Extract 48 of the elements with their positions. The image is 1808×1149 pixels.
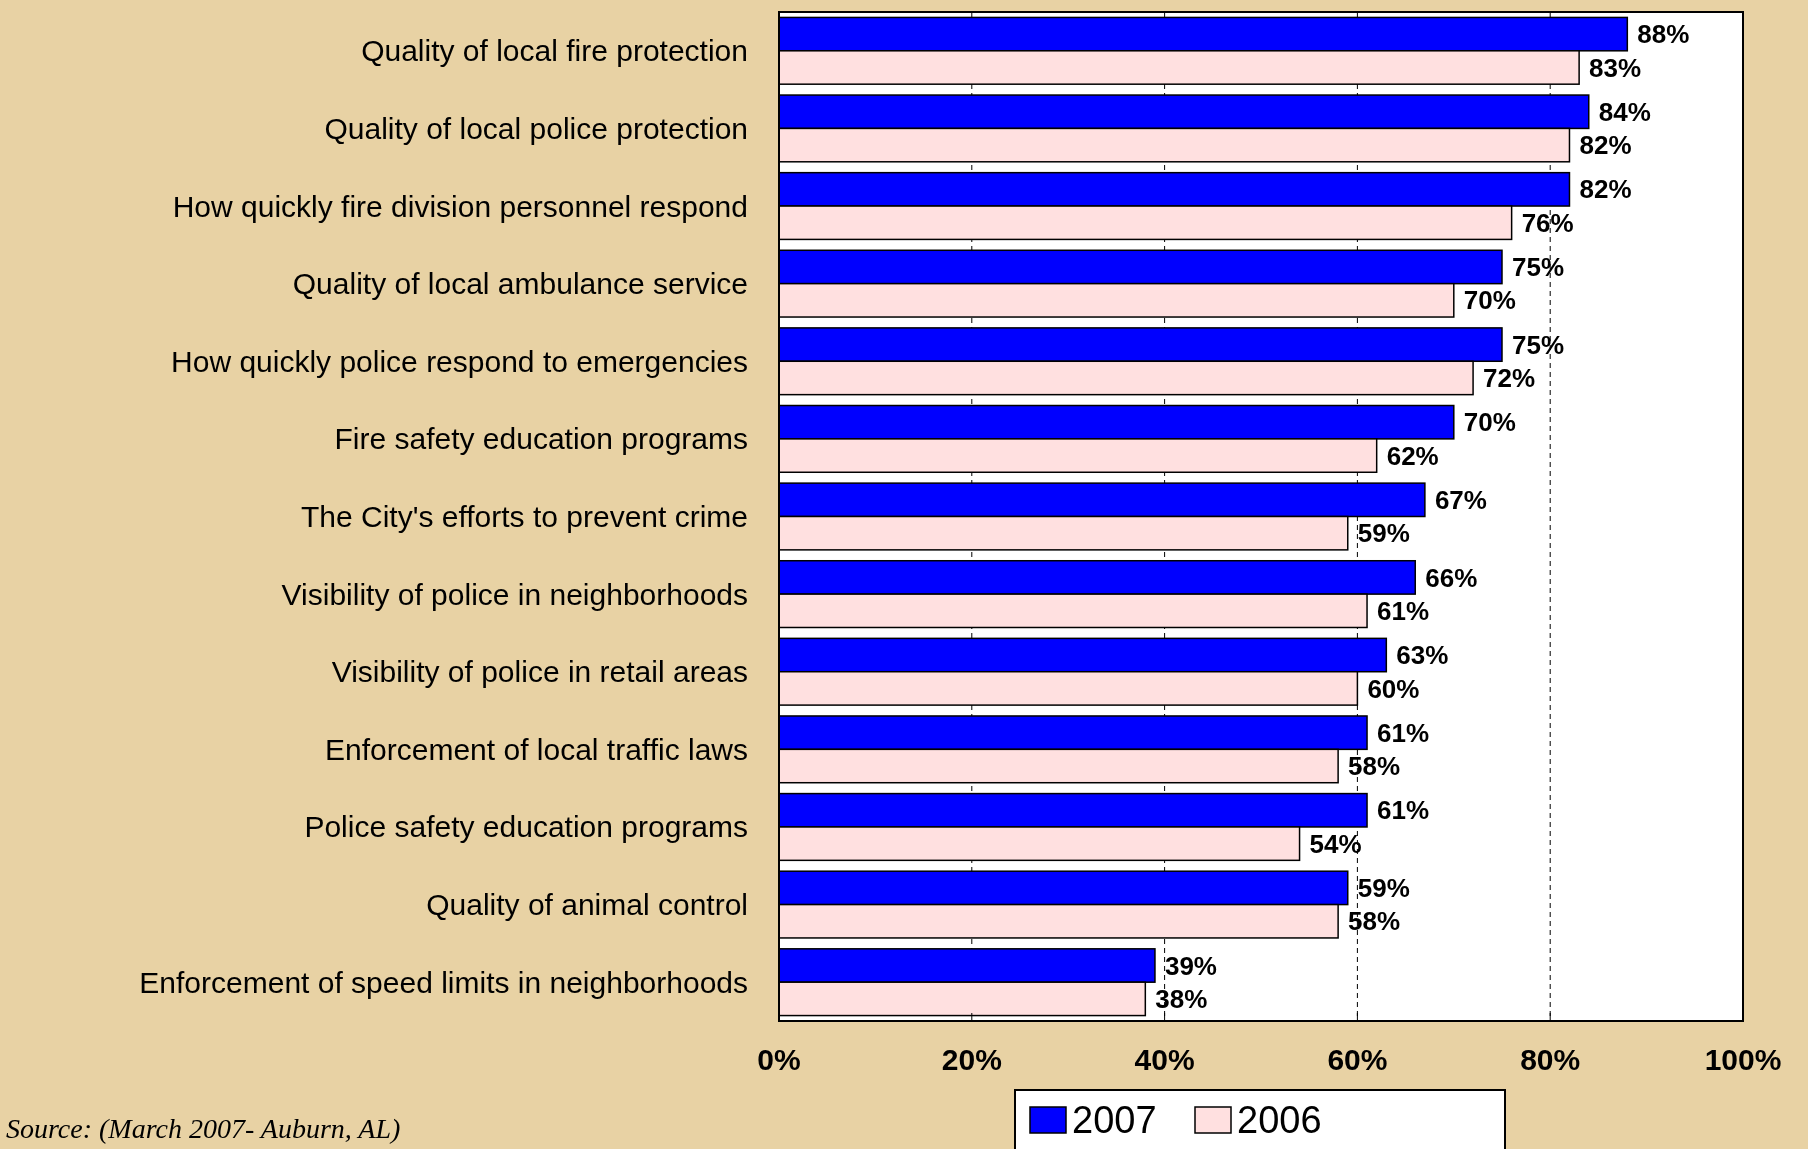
data-label: 54% — [1309, 828, 1362, 859]
y-tick-label: The City's efforts to prevent crime — [301, 500, 748, 533]
data-label: 70% — [1463, 407, 1516, 438]
data-label: 72% — [1483, 363, 1536, 394]
data-label: 39% — [1164, 950, 1218, 981]
y-tick-label: Fire safety education programs — [334, 422, 748, 456]
y-tick-label: How quickly fire division personnel respond — [172, 189, 748, 223]
data-label: 75% — [1512, 329, 1565, 360]
data-label: 58% — [1348, 906, 1401, 937]
x-tick-label: 40% — [1134, 1043, 1195, 1076]
data-label: 63% — [1396, 640, 1449, 671]
legend-label: 2006 — [1237, 1099, 1322, 1142]
data-label: 60% — [1367, 673, 1420, 704]
data-label: 59% — [1357, 872, 1410, 903]
data-label: 66% — [1425, 562, 1478, 593]
data-label: 76% — [1521, 207, 1574, 238]
y-tick-label: Visibility of police in retail areas — [331, 655, 748, 689]
data-label: 67% — [1434, 484, 1487, 515]
data-label: 62% — [1386, 440, 1439, 471]
y-tick-label: Quality of local ambulance service — [292, 267, 748, 301]
y-tick-label: Enforcement of local traffic laws — [325, 732, 748, 766]
y-tick-label: Quality of local fire protection — [361, 34, 748, 68]
data-label: 70% — [1463, 285, 1516, 316]
data-label: 38% — [1155, 983, 1208, 1014]
x-tick-label: 0% — [757, 1043, 801, 1076]
data-label: 88% — [1637, 19, 1690, 50]
x-tick-label: 80% — [1520, 1043, 1581, 1076]
x-tick-label: 100% — [1704, 1043, 1782, 1076]
data-label: 83% — [1589, 52, 1642, 83]
data-label: 61% — [1377, 717, 1430, 748]
data-label: 61% — [1377, 795, 1430, 826]
legend-label: 2007 — [1072, 1099, 1157, 1142]
x-tick-label: 60% — [1327, 1043, 1388, 1076]
data-label: 61% — [1377, 595, 1430, 626]
data-label: 82% — [1579, 174, 1632, 205]
data-label: 59% — [1357, 518, 1410, 549]
data-label: 82% — [1579, 130, 1632, 161]
y-tick-label: Quality of local police protection — [324, 111, 748, 145]
data-label: 58% — [1348, 751, 1401, 782]
data-label: 84% — [1598, 96, 1651, 127]
y-tick-label: Police safety education programs — [304, 810, 748, 844]
x-tick-label: 20% — [941, 1043, 1002, 1076]
y-tick-label: Visibility of police in neighborhoods — [281, 577, 748, 611]
y-tick-label: Enforcement of speed limits in neighborhoods — [139, 965, 748, 999]
y-tick-label: How quickly police respond to emergencies — [171, 344, 748, 378]
source-note: Source: (March 2007- Auburn, AL) — [6, 1113, 401, 1144]
y-tick-label: Quality of animal control — [426, 888, 748, 922]
data-label: 75% — [1512, 252, 1565, 283]
